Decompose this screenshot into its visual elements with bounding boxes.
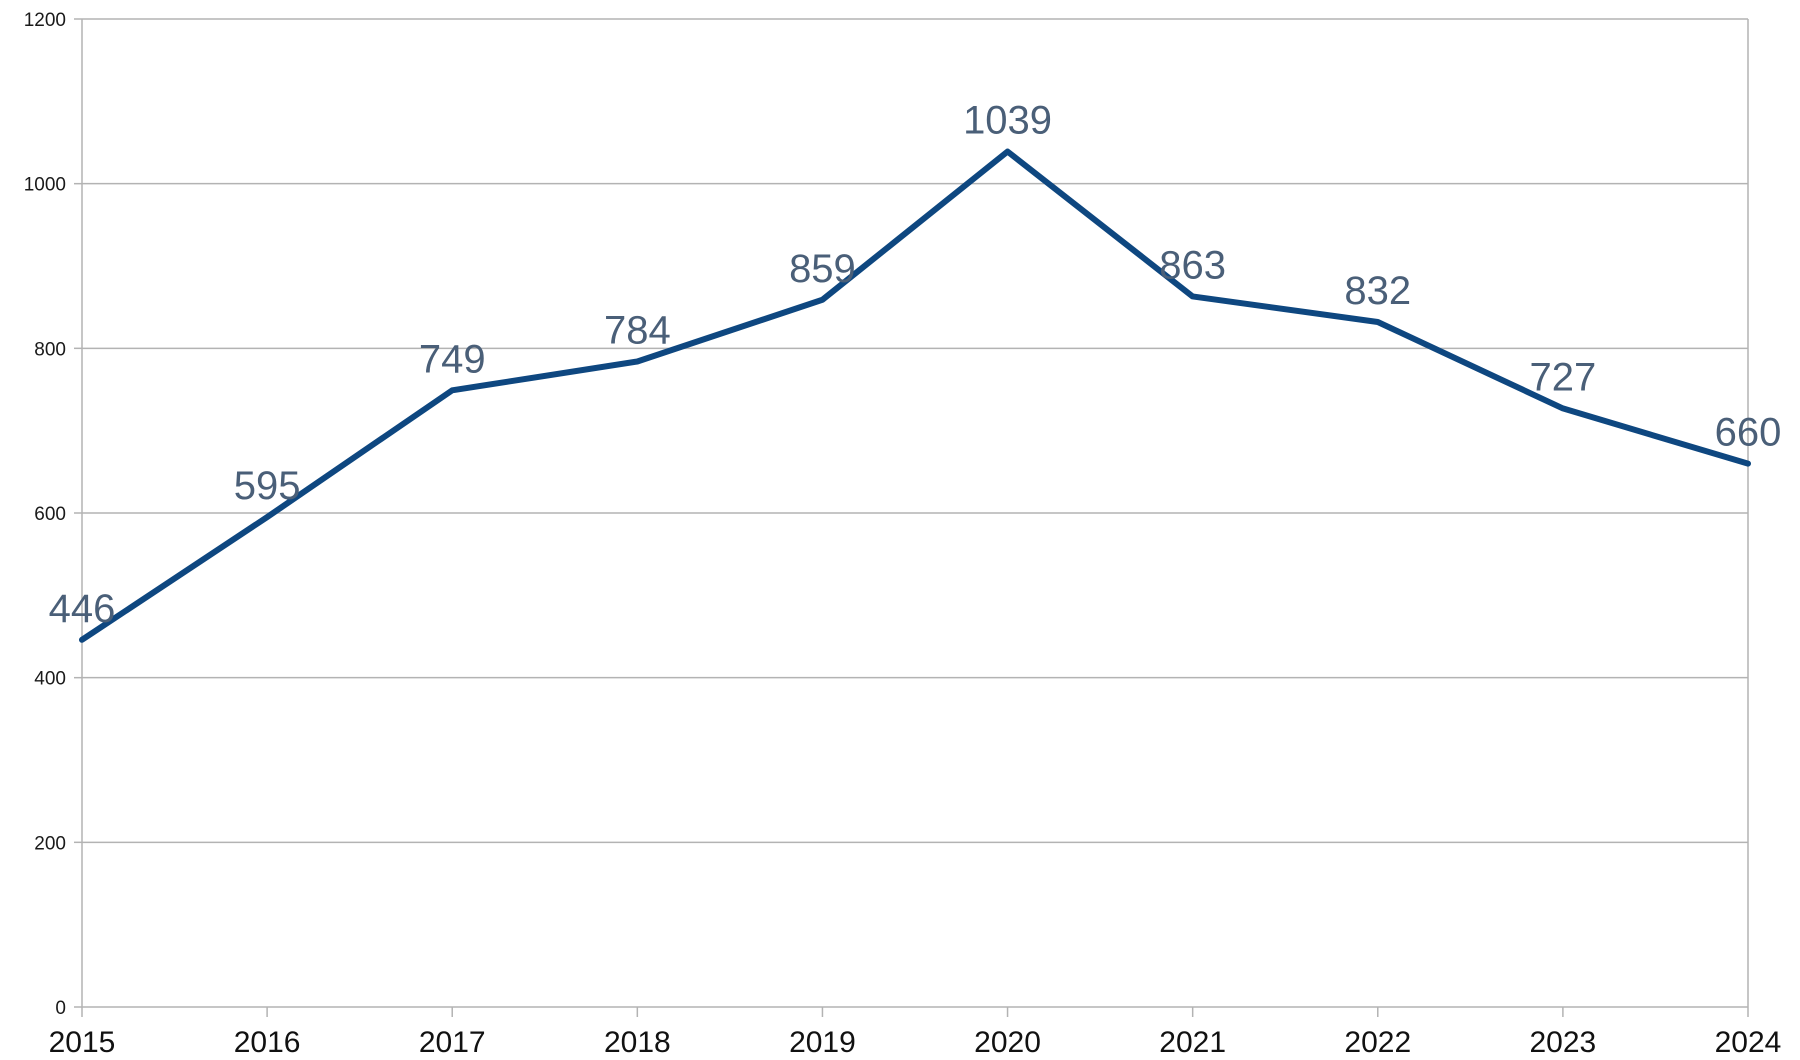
ytick-label: 400 (34, 669, 66, 690)
xtick-label: 2023 (1530, 1026, 1597, 1059)
data-label: 832 (1344, 269, 1411, 313)
ytick-label: 600 (34, 504, 66, 525)
data-label: 727 (1530, 355, 1597, 399)
xtick-label: 2017 (419, 1026, 486, 1059)
ytick-label: 200 (34, 833, 66, 854)
data-label: 446 (49, 587, 116, 631)
data-label: 660 (1715, 411, 1782, 455)
x-axis-ticks: 2015 2016 2017 2018 2019 2020 2021 2022 2023 2024 (49, 1026, 1782, 1059)
data-label: 859 (789, 247, 856, 291)
ytick-label: 0 (55, 998, 66, 1019)
gridlines (82, 18, 1748, 844)
xtick-label: 2016 (234, 1026, 301, 1059)
data-label: 749 (419, 337, 486, 381)
data-label: 1039 (963, 99, 1052, 143)
data-label: 595 (234, 464, 301, 508)
xtick-label: 2015 (49, 1026, 116, 1059)
xtick-label: 2022 (1344, 1026, 1411, 1059)
axes (74, 18, 1749, 1017)
xtick-label: 2021 (1159, 1026, 1226, 1059)
ytick-label: 1200 (24, 10, 66, 31)
y-axis-ticks: 0 200 400 600 800 1000 1200 (24, 10, 66, 1019)
series-line (79, 148, 1751, 643)
ytick-label: 1000 (24, 175, 66, 196)
xtick-label: 2020 (974, 1026, 1041, 1059)
xtick-label: 2018 (604, 1026, 671, 1059)
data-labels: 446 595 749 784 859 1039 863 832 727 660 (49, 99, 1782, 631)
data-label: 784 (604, 309, 671, 353)
data-label: 863 (1159, 243, 1226, 287)
xtick-label: 2019 (789, 1026, 856, 1059)
series-layer (79, 148, 1751, 643)
ytick-label: 800 (34, 339, 66, 360)
xtick-label: 2024 (1715, 1026, 1782, 1059)
